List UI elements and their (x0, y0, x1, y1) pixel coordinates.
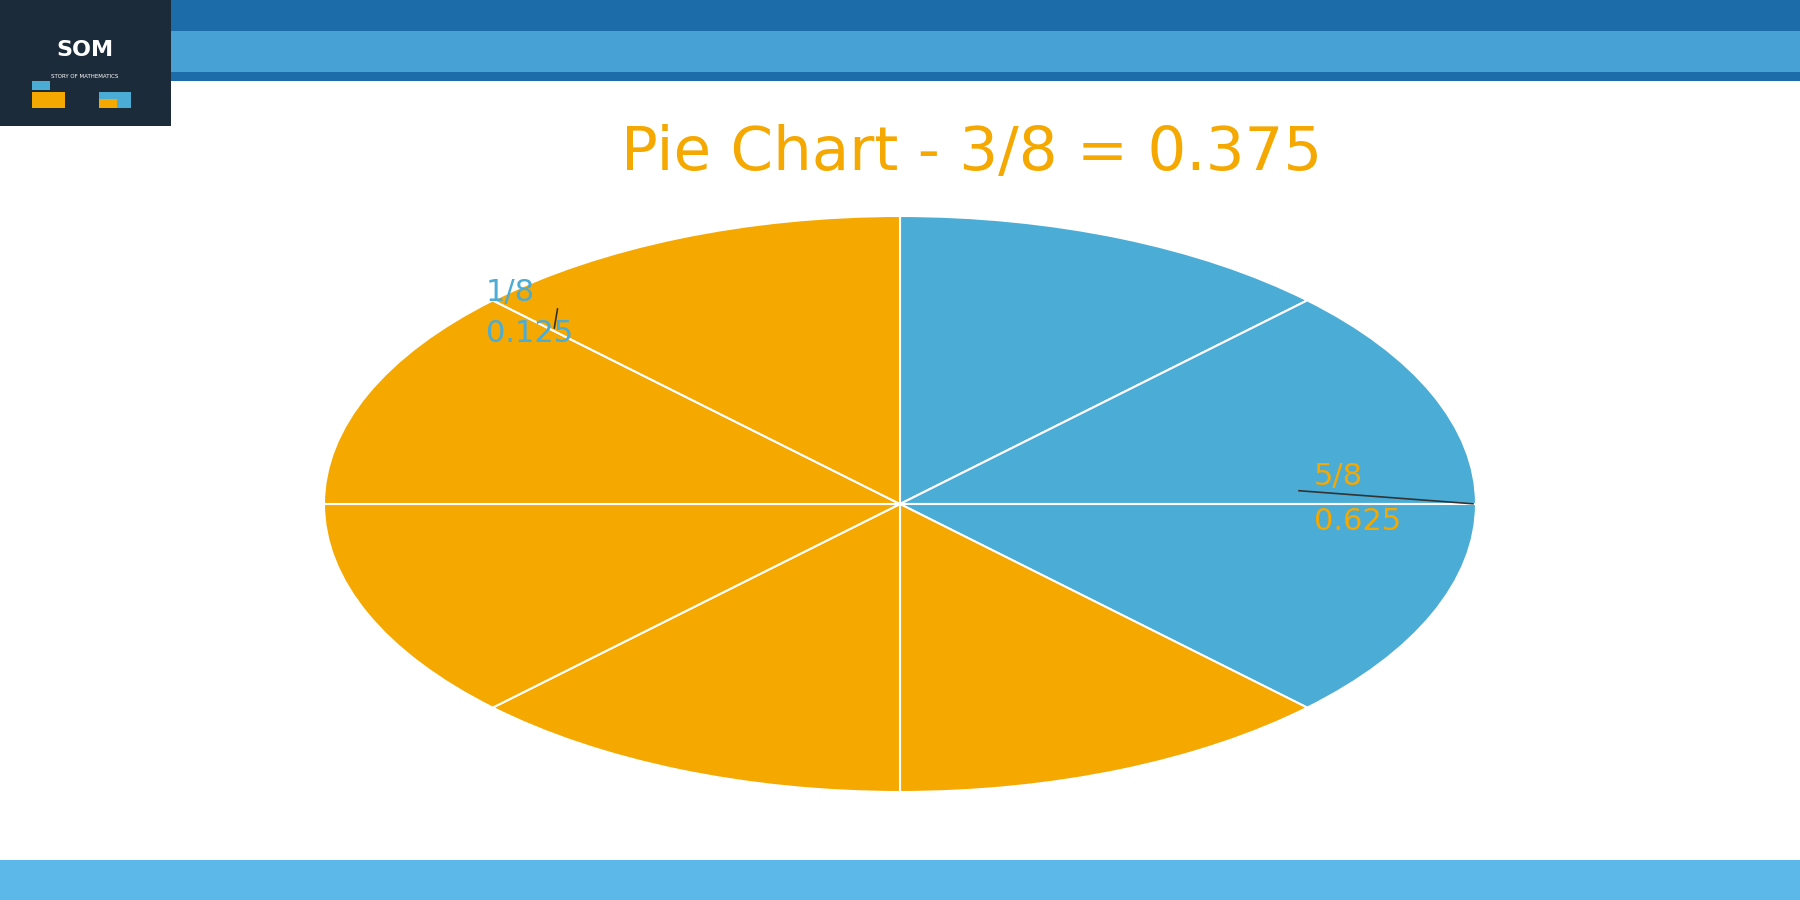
Text: STORY OF MATHEMATICS: STORY OF MATHEMATICS (50, 74, 119, 79)
FancyBboxPatch shape (32, 92, 65, 108)
Wedge shape (900, 504, 1476, 707)
Wedge shape (493, 216, 900, 504)
Text: 0.125: 0.125 (486, 319, 572, 347)
FancyBboxPatch shape (99, 99, 117, 108)
Wedge shape (900, 504, 1307, 792)
FancyBboxPatch shape (0, 860, 1800, 900)
FancyBboxPatch shape (32, 81, 50, 90)
Text: SOM: SOM (56, 40, 113, 59)
Wedge shape (900, 301, 1476, 504)
Text: 5/8: 5/8 (1314, 463, 1363, 491)
FancyBboxPatch shape (0, 0, 171, 126)
Wedge shape (324, 504, 900, 707)
FancyBboxPatch shape (0, 32, 1800, 72)
FancyBboxPatch shape (0, 0, 1800, 81)
Wedge shape (324, 301, 900, 504)
Text: 1/8: 1/8 (486, 278, 535, 307)
Text: Pie Chart - 3/8 = 0.375: Pie Chart - 3/8 = 0.375 (621, 123, 1323, 183)
FancyBboxPatch shape (99, 92, 131, 108)
Wedge shape (900, 216, 1307, 504)
Text: 0.625: 0.625 (1314, 508, 1400, 536)
Wedge shape (493, 504, 900, 792)
